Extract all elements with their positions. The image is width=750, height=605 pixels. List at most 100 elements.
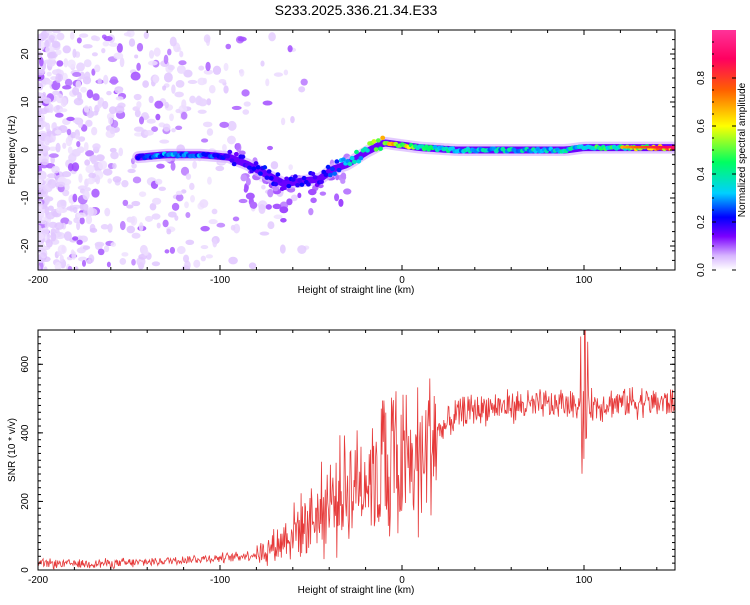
- ridge-cell: [323, 172, 329, 178]
- noise-speck: [76, 146, 85, 154]
- noise-speck: [235, 142, 242, 153]
- noise-speck: [48, 146, 58, 151]
- noise-speck: [63, 183, 70, 192]
- noise-speck: [76, 221, 81, 231]
- noise-speck: [338, 198, 344, 207]
- noise-speck: [290, 115, 295, 124]
- noise-speck: [265, 204, 272, 210]
- colorbar-tick-label: 0.6: [696, 119, 707, 133]
- ridge-cell: [297, 178, 303, 183]
- noise-speck: [152, 197, 162, 205]
- colorbar-tick-label: 0.8: [696, 71, 707, 85]
- noise-speck: [114, 87, 124, 94]
- noise-speck: [108, 116, 113, 125]
- noise-speck: [148, 95, 154, 104]
- noise-speck: [72, 193, 78, 203]
- noise-speck: [89, 154, 99, 163]
- noise-speck: [107, 223, 113, 233]
- noise-speck: [130, 71, 141, 81]
- y-tick-label: 600: [20, 356, 31, 373]
- noise-speck: [50, 232, 57, 242]
- noise-speck: [175, 80, 185, 88]
- noise-speck: [212, 65, 222, 75]
- ridge-cell: [236, 160, 241, 165]
- noise-speck: [272, 203, 282, 210]
- noise-speck: [180, 166, 190, 176]
- noise-speck: [82, 190, 90, 201]
- noise-speck: [77, 256, 88, 262]
- ridge-cell: [284, 176, 290, 181]
- noise-speck: [43, 59, 54, 64]
- noise-speck: [175, 193, 184, 202]
- noise-speck: [38, 264, 41, 270]
- noise-speck: [66, 128, 72, 136]
- y-tick-label: 200: [20, 493, 31, 510]
- noise-speck: [71, 162, 80, 172]
- noise-speck: [175, 125, 183, 131]
- noise-speck: [185, 173, 192, 180]
- noise-speck: [259, 231, 270, 236]
- ridge-cell: [225, 154, 231, 159]
- noise-speck: [62, 85, 72, 90]
- ridge-cell: [347, 161, 353, 167]
- spectrogram-x-label: Height of straight line (km): [298, 285, 415, 296]
- noise-speck: [258, 204, 266, 215]
- noise-speck: [212, 238, 218, 248]
- noise-speck: [39, 108, 48, 115]
- noise-speck: [102, 41, 110, 47]
- noise-speck: [38, 69, 45, 76]
- noise-speck: [167, 211, 177, 218]
- noise-speck: [89, 227, 98, 233]
- noise-speck: [231, 105, 242, 110]
- noise-speck: [134, 109, 141, 118]
- noise-speck: [174, 91, 184, 98]
- noise-speck: [103, 245, 110, 253]
- snr-frame: [37, 329, 676, 571]
- noise-speck: [47, 80, 53, 86]
- noise-speck: [63, 231, 72, 241]
- noise-speck: [203, 69, 214, 75]
- noise-speck: [95, 242, 103, 251]
- noise-speck: [216, 222, 226, 228]
- noise-speck: [279, 206, 289, 214]
- noise-speck: [151, 126, 159, 132]
- noise-speck: [77, 185, 87, 191]
- ridge-cell: [253, 161, 259, 166]
- noise-speck: [110, 242, 117, 247]
- noise-speck: [108, 106, 117, 115]
- chart-title: S233.2025.336.21.34.E33: [275, 2, 438, 18]
- noise-speck: [215, 165, 225, 172]
- ridge-cell: [227, 149, 233, 155]
- noise-speck: [184, 201, 189, 209]
- noise-speck: [119, 57, 125, 68]
- noise-speck: [76, 37, 82, 44]
- ridge-cell: [286, 183, 292, 189]
- noise-speck: [223, 62, 229, 72]
- ridge-cell: [358, 155, 364, 161]
- noise-speck: [44, 196, 50, 204]
- noise-speck: [136, 101, 142, 109]
- noise-speck: [193, 259, 201, 268]
- ridge-cell: [340, 157, 346, 162]
- noise-speck: [185, 239, 195, 246]
- noise-speck: [44, 136, 51, 146]
- colorbar-tick-label: 0.4: [696, 167, 707, 181]
- ridge-cell: [672, 145, 675, 149]
- noise-speck: [287, 45, 293, 53]
- noise-speck: [52, 90, 60, 96]
- ridge-cell: [334, 159, 340, 164]
- noise-speck: [169, 36, 177, 47]
- noise-speck: [171, 202, 180, 211]
- noise-speck: [335, 173, 340, 181]
- noise-speck: [133, 126, 144, 132]
- noise-speck: [158, 186, 166, 192]
- noise-speck: [189, 95, 196, 104]
- noise-speck: [56, 206, 64, 214]
- noise-speck: [52, 30, 61, 34]
- ridge-cell: [378, 146, 383, 151]
- noise-speck: [151, 213, 161, 220]
- noise-speck: [162, 123, 171, 132]
- noise-speck: [156, 222, 161, 229]
- noise-speck: [308, 208, 314, 216]
- noise-speck: [61, 171, 72, 178]
